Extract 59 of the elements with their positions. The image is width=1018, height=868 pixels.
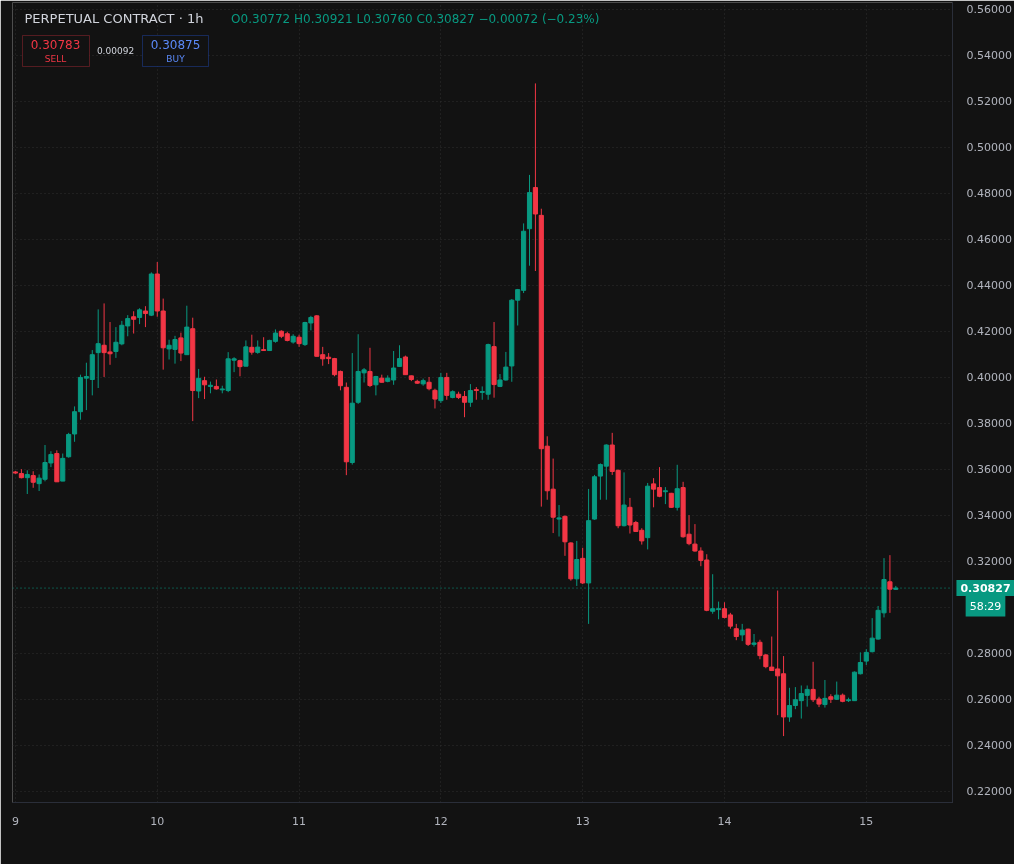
annotation: 0.00092 xyxy=(96,46,135,56)
candlestick xyxy=(426,376,432,391)
x-tick-label: 12 xyxy=(433,814,448,828)
y-tick-label: 0.56000 xyxy=(966,3,1012,17)
text: PERPETUAL CONTRACT · 1h xyxy=(24,11,204,26)
y-tick-label: 0.48000 xyxy=(966,187,1012,201)
candlestick xyxy=(24,469,30,495)
y-tick-label: 0.46000 xyxy=(966,233,1012,247)
y-tick-label: 0.36000 xyxy=(966,463,1012,477)
candlestick xyxy=(432,388,438,409)
y-tick-label: 0.38000 xyxy=(966,417,1012,431)
candlestick xyxy=(444,372,450,401)
x-tick-label: 13 xyxy=(575,814,590,828)
y-tick-label: 0.32000 xyxy=(966,555,1012,569)
candlestick xyxy=(396,344,403,368)
candlestick xyxy=(834,681,840,701)
candlestick xyxy=(237,359,243,377)
x-tick-label: 10 xyxy=(150,814,165,828)
candlestick xyxy=(243,339,249,367)
candlestick xyxy=(178,332,184,362)
candlestick xyxy=(887,554,893,614)
candlestick xyxy=(201,376,208,400)
annotation: BUY xyxy=(166,53,186,64)
candlestick xyxy=(142,305,149,328)
y-tick-label: 0.28000 xyxy=(966,647,1012,661)
y-tick-label: 0.42000 xyxy=(966,325,1012,339)
candlestick xyxy=(95,308,101,389)
candlestick xyxy=(574,540,580,587)
candlestick xyxy=(822,679,828,709)
candlestick xyxy=(674,464,680,512)
y-tick-label: 0.44000 xyxy=(966,279,1012,293)
y-tick-label: 0.24000 xyxy=(966,739,1012,753)
candlestick xyxy=(367,347,373,388)
y-tick-label: 0.40000 xyxy=(966,371,1012,385)
y-tick-label: 0.22000 xyxy=(966,785,1012,799)
text: 58:29 xyxy=(969,599,1002,613)
x-tick-label: 14 xyxy=(717,814,732,828)
annotation: O0.30772 H0.30921 L0.30760 C0.30827 −0.00072 (−0.23%) xyxy=(231,11,600,26)
y-tick-label: 0.26000 xyxy=(966,693,1012,707)
candlestick xyxy=(249,334,255,356)
ref-line-label: 0.30827 xyxy=(960,582,1011,596)
candlestick xyxy=(467,383,473,408)
candlestick xyxy=(751,633,757,648)
annotation: 0.30783 xyxy=(30,38,81,52)
x-tick-label: 9 xyxy=(11,814,19,828)
candlestick xyxy=(60,453,66,482)
x-tick-label: 11 xyxy=(292,814,307,828)
candlestick xyxy=(196,368,202,399)
candlestick xyxy=(438,372,444,404)
y-tick-label: 0.50000 xyxy=(966,141,1012,155)
y-tick-label: 0.52000 xyxy=(966,95,1012,109)
annotation: SELL xyxy=(44,53,67,64)
candlestick xyxy=(131,310,137,335)
annotation: 0.30875 xyxy=(150,38,201,52)
y-tick-label: 0.34000 xyxy=(966,509,1012,523)
candlestick xyxy=(621,471,627,527)
x-tick-label: 15 xyxy=(859,814,874,828)
candlestick xyxy=(556,504,562,538)
y-tick-label: 0.54000 xyxy=(966,49,1012,63)
